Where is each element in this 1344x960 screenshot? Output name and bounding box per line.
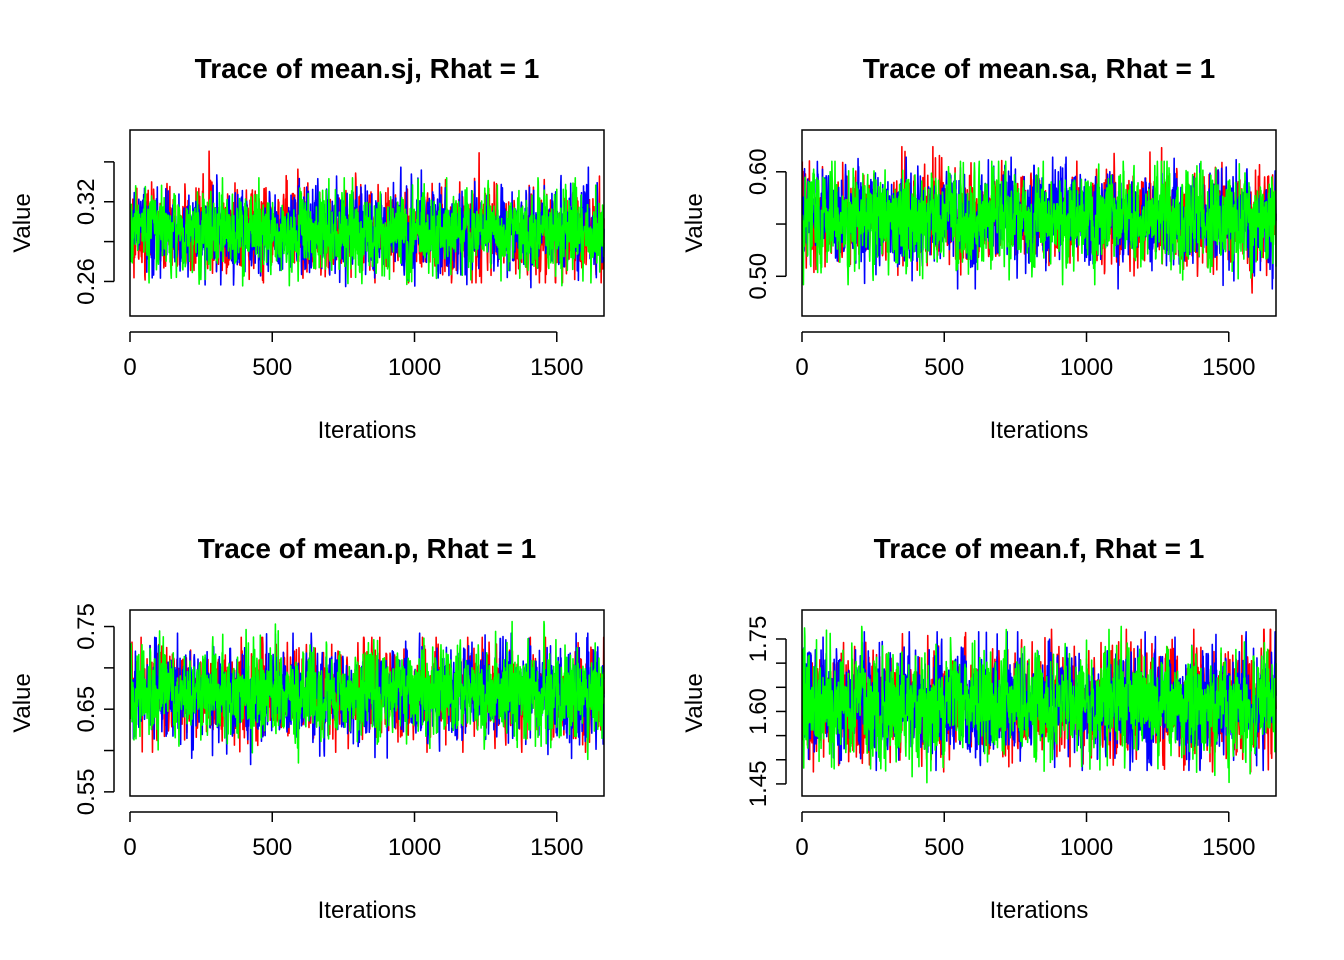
trace-line-chain-3 [801,160,1277,286]
x-tick-label: 500 [252,834,292,861]
x-tick-label: 1000 [1060,834,1113,861]
y-tick-label: 0.50 [745,253,772,300]
panel-title: Trace of mean.f, Rhat = 1 [874,533,1205,564]
x-tick-label: 1500 [530,834,583,861]
x-tick-label: 500 [252,354,292,381]
panel-title: Trace of mean.sa, Rhat = 1 [863,53,1216,84]
y-tick-label: 1.45 [745,761,772,808]
y-tick-label: 0.55 [73,769,100,816]
trace-line-chain-3 [129,620,605,764]
x-tick-label: 0 [795,834,808,861]
y-tick-label: 0.65 [73,686,100,733]
y-axis-label: Value [681,673,708,733]
x-tick-label: 1500 [530,354,583,381]
x-axis-label: Iterations [990,417,1089,444]
plot-frame [129,609,605,797]
x-axis-label: Iterations [318,897,417,924]
trace-line-chain-3 [129,177,605,287]
x-tick-label: 500 [924,834,964,861]
x-tick-label: 1000 [388,354,441,381]
trace-panel-4: Trace of mean.f, Rhat = 1 0 500 1000 1500 Ite… [681,533,1277,924]
x-tick-label: 0 [123,354,136,381]
y-axis-label: Value [9,673,36,733]
trace-line-chain-3 [801,625,1277,784]
x-axis-label: Iterations [318,417,417,444]
y-tick-label: 0.26 [73,258,100,305]
trace-panel-1: Trace of mean.sj, Rhat = 1 0 500 1000 1500 It… [9,53,605,444]
plot-frame [129,129,605,317]
trace-panel-2: Trace of mean.sa, Rhat = 1 0 500 1000 1500 It… [681,53,1277,444]
y-axis-label: Value [681,193,708,253]
panel-title: Trace of mean.sj, Rhat = 1 [195,53,540,84]
x-tick-label: 500 [924,354,964,381]
x-tick-label: 1000 [388,834,441,861]
x-axis-label: Iterations [990,897,1089,924]
x-tick-label: 0 [123,834,136,861]
y-axis-label: Value [9,193,36,253]
plot-frame [801,129,1277,317]
y-tick-label: 0.75 [73,603,100,650]
x-tick-label: 1500 [1202,834,1255,861]
x-tick-label: 1000 [1060,354,1113,381]
panel-title: Trace of mean.p, Rhat = 1 [198,533,536,564]
trace-panel-3: Trace of mean.p, Rhat = 1 0 500 1000 1500 Ite… [9,533,605,924]
plot-frame [801,609,1277,797]
x-tick-label: 0 [795,354,808,381]
y-tick-label: 1.60 [745,688,772,735]
y-tick-label: 0.32 [73,178,100,225]
x-tick-label: 1500 [1202,354,1255,381]
y-tick-label: 0.60 [745,148,772,195]
y-tick-label: 1.75 [745,616,772,663]
